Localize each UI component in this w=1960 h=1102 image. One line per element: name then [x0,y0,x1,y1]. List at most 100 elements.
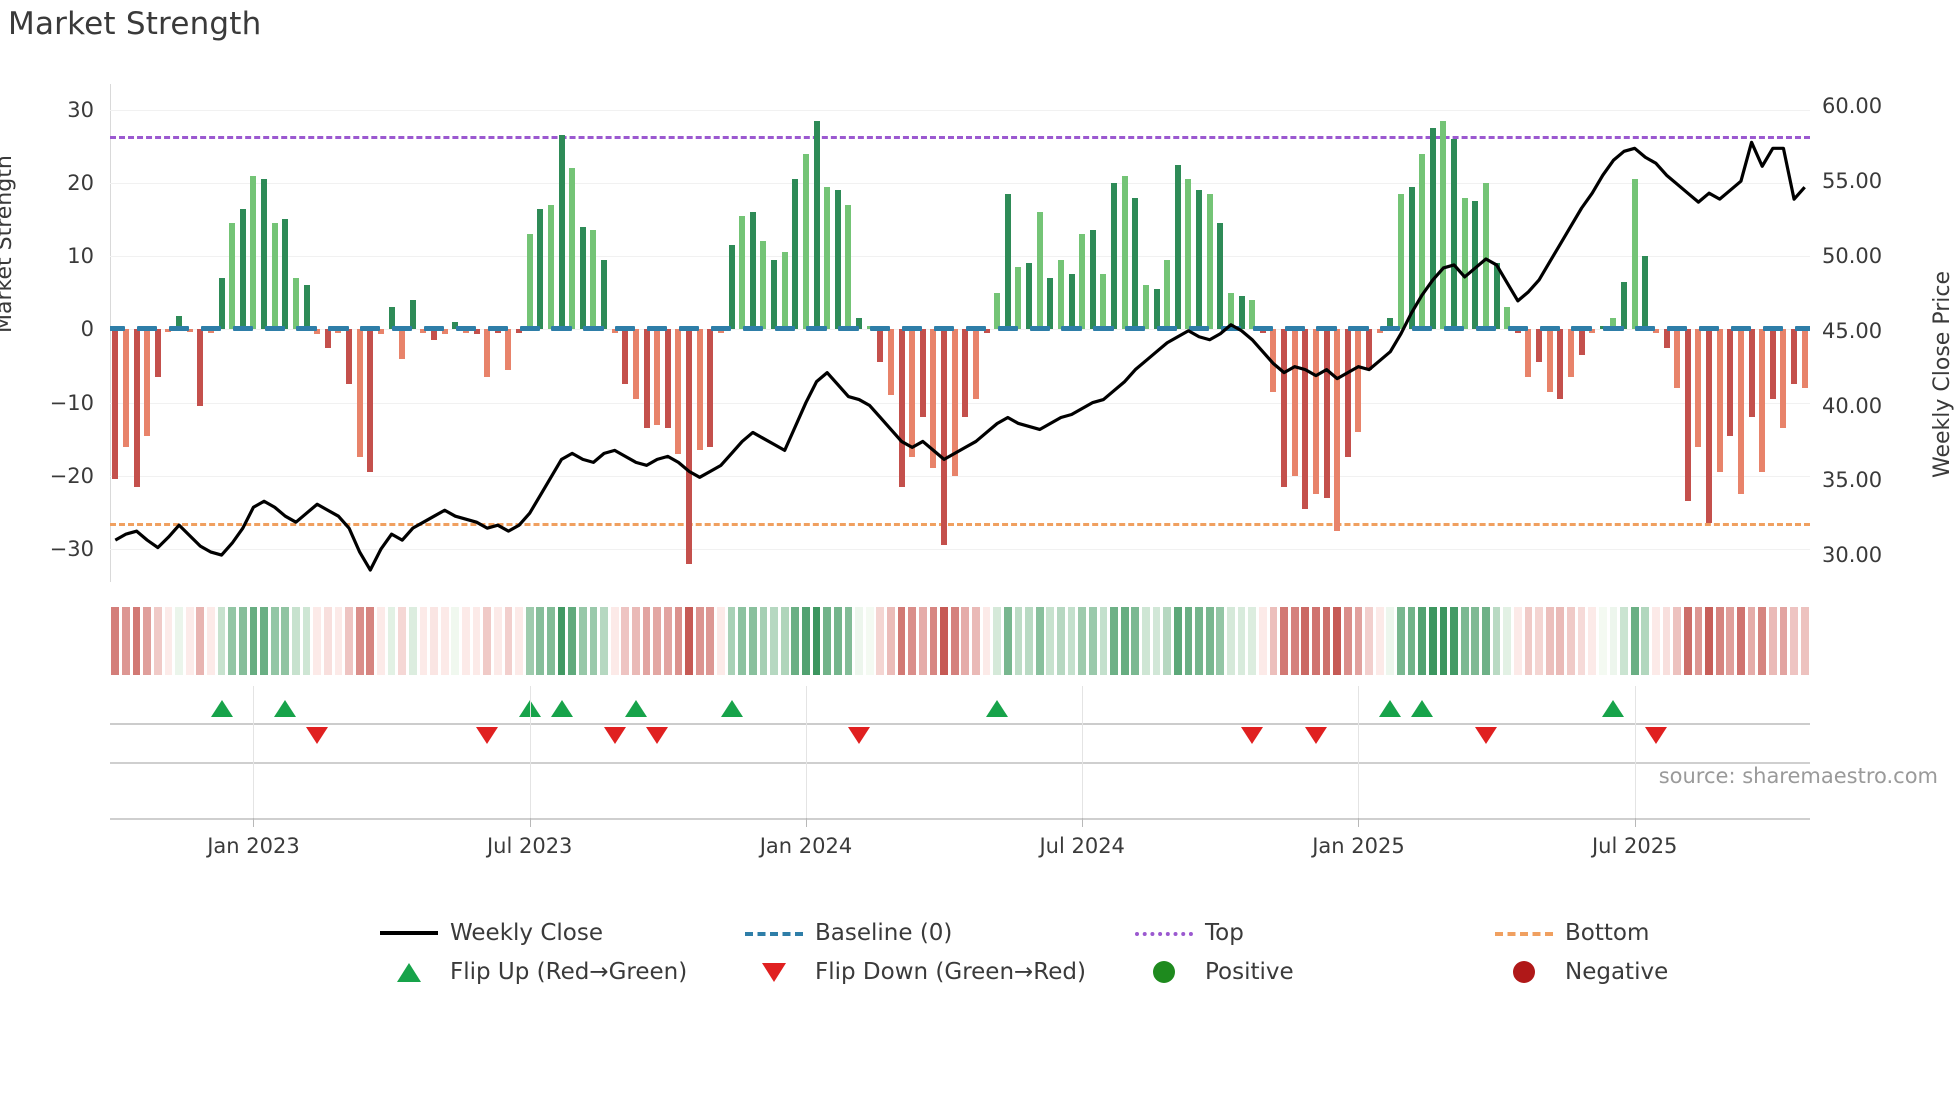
strength-bar [1174,164,1181,330]
strength-bar [1536,329,1543,363]
heat-cell [1482,607,1490,675]
heat-cell [589,607,598,675]
strength-bar [622,329,629,385]
strength-bar [1206,193,1213,330]
gridline [110,182,1810,184]
heat-cell [504,607,513,675]
heat-cell [313,607,321,675]
legend-item[interactable]: Negative [1495,959,1668,985]
legend-item[interactable]: Flip Up (Red→Green) [380,959,687,985]
heat-cell [1046,607,1055,675]
flip-up-marker [274,700,297,717]
baseline-segment [774,326,795,332]
strength-bar [1387,318,1394,330]
heat-cell [1014,607,1023,675]
heat-cell [196,607,205,675]
strength-bar [1217,223,1224,330]
gridline [110,329,1810,331]
legend-item[interactable]: Weekly Close [380,920,603,946]
heat-cell [1057,607,1065,675]
strength-bar [1674,329,1681,388]
strength-bar [590,230,597,330]
y-axis-right-label: Weekly Close Price [1930,271,1955,478]
heat-cell [334,607,343,675]
legend-item[interactable]: Flip Down (Green→Red) [745,959,1086,985]
strength-bar [601,259,608,330]
legend-label: Flip Up (Red→Green) [450,959,688,985]
heat-cell [887,607,895,675]
legend-item[interactable]: Baseline (0) [745,920,952,946]
strength-bar [696,329,703,451]
strength-bar [813,120,820,330]
strength-bar [303,285,310,330]
baseline-segment [1571,326,1592,332]
baseline-segment [519,326,540,332]
strength-bar [1036,212,1043,330]
heat-cell [419,607,428,675]
legend-label: Flip Down (Green→Red) [815,959,1086,985]
heat-cell [1088,607,1097,675]
baseline-segment [1443,326,1465,332]
solid-line-icon [380,922,438,944]
strength-bar [717,329,724,333]
heat-cell [408,607,417,675]
strength-bar [1621,281,1628,330]
heat-cell [578,607,587,675]
baseline-segment [1698,326,1720,332]
strength-bar [1196,190,1203,330]
strength-bar [1249,300,1256,330]
strength-bar [611,329,618,333]
baseline-segment [110,326,126,332]
legend-item[interactable]: Top [1135,920,1244,946]
heat-cell [1375,607,1384,675]
heat-cell [345,607,353,675]
heat-cell [1800,607,1809,675]
strength-bar [207,329,214,333]
legend-item[interactable]: Positive [1135,959,1294,985]
y-axis-right-tick: 55.00 [1822,169,1883,194]
strength-bar [1291,329,1298,476]
strength-bar [324,329,331,348]
heat-cell [1301,607,1310,675]
strength-bar [834,190,841,330]
heat-cell [1227,607,1235,675]
strength-bar [1780,329,1787,429]
strength-bar [1419,153,1426,330]
heat-cell [717,607,725,675]
heat-cell [430,607,438,675]
legend-item[interactable]: Bottom [1495,920,1649,946]
strength-bar [1068,274,1075,330]
heat-cell [632,607,640,675]
heat-cell [600,607,608,675]
strength-bar [983,329,990,333]
heat-cell [1758,607,1766,675]
strength-bar [1238,296,1245,330]
baseline-segment [806,326,827,332]
heat-cell [1110,607,1118,675]
strength-bar [473,329,480,334]
heat-cell [1195,607,1203,675]
heat-cell [1609,607,1618,675]
strength-bar [494,329,501,333]
heat-cell [844,607,853,675]
heat-cell [918,607,927,675]
baseline-segment [1380,326,1401,332]
y-axis-right-tick: 40.00 [1822,393,1883,418]
strength-bar [282,219,289,330]
heat-cell [132,607,141,675]
heat-cell [1269,607,1278,675]
plot-clip [110,84,1810,582]
heat-cell [1035,607,1044,675]
heat-cell [1641,607,1650,675]
strength-bar [505,329,512,370]
triangle-up-icon [380,961,438,983]
heat-cell [185,607,194,675]
strength-bar [1164,259,1171,330]
strength-bar [1663,329,1670,348]
strength-bar [771,259,778,330]
heat-cell [1248,607,1256,675]
heat-cell [1577,607,1586,675]
heat-cell [1152,607,1161,675]
y-axis-left-tick: 0 [80,317,94,342]
strength-bar [1493,263,1500,330]
